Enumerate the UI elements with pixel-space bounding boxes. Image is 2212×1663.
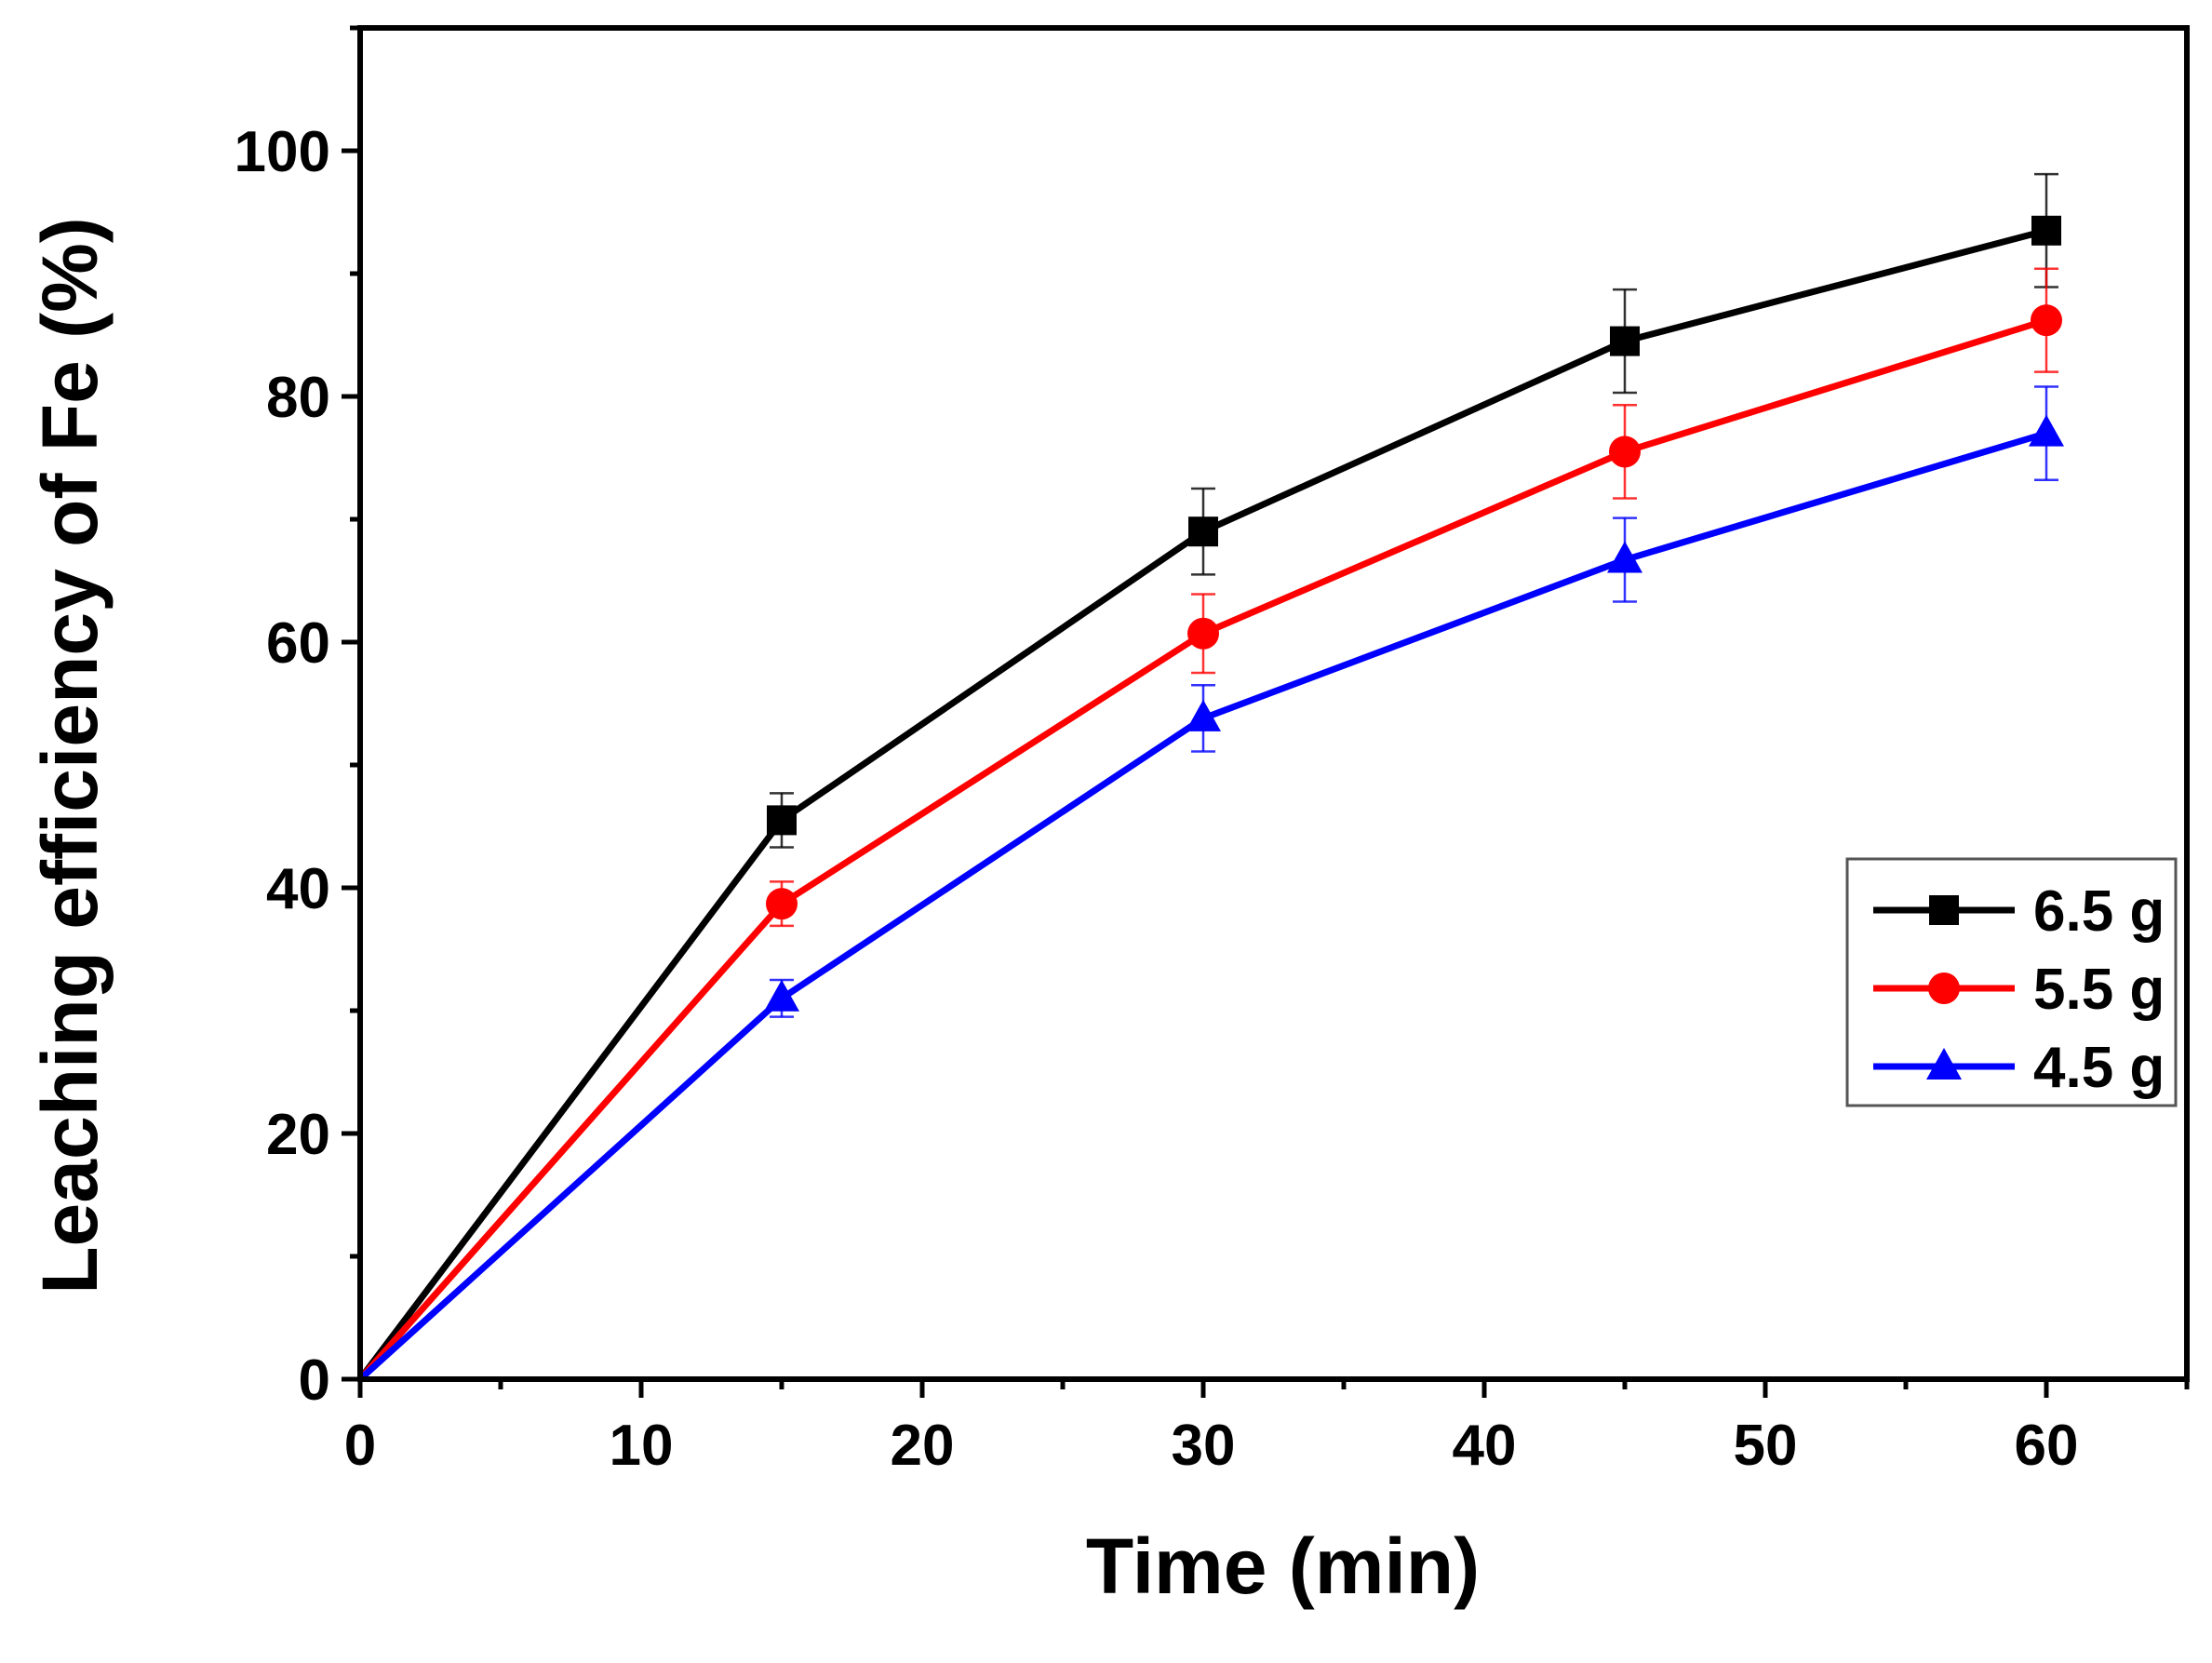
legend-marker <box>1926 1048 1962 1080</box>
data-point <box>2031 304 2062 337</box>
series-line-0 <box>357 227 2047 1382</box>
x-tick-label: 20 <box>891 1414 955 1478</box>
x-tick-label: 10 <box>610 1414 674 1478</box>
legend-label: 4.5 g <box>2033 1036 2165 1100</box>
data-point <box>2031 215 2061 246</box>
legend-marker <box>1928 972 1960 1004</box>
series-line-1 <box>357 316 2048 1382</box>
x-tick-label: 0 <box>344 1414 376 1478</box>
legend: 6.5 g 5.5 g 4.5 g <box>1845 857 2178 1107</box>
legend-marker <box>1929 895 1959 925</box>
data-point <box>1188 516 1218 547</box>
data-point <box>1610 326 1640 356</box>
data-point <box>766 888 798 920</box>
x-axis-label: Time (min) <box>1086 1522 1480 1610</box>
data-point <box>764 979 799 1012</box>
x-tick-label: 60 <box>2015 1414 2079 1478</box>
axis-ticks <box>342 25 2190 1398</box>
data-point <box>1187 617 1219 650</box>
data-point <box>1186 699 1221 731</box>
legend-items: 6.5 g 5.5 g 4.5 g <box>1873 879 2165 1100</box>
y-tick-label: 80 <box>266 366 330 430</box>
x-tick-label: 50 <box>1734 1414 1798 1478</box>
y-axis-label: Leaching efficiency of Fe (%) <box>26 217 114 1294</box>
data-point <box>1609 436 1641 468</box>
y-tick-label: 40 <box>266 857 330 921</box>
legend-label: 6.5 g <box>2033 879 2165 944</box>
y-tick-label: 60 <box>266 611 330 676</box>
y-tick-label: 0 <box>299 1348 330 1413</box>
y-tick-label: 100 <box>235 120 330 184</box>
data-point <box>767 805 797 836</box>
series-markers <box>764 215 2064 1012</box>
series-lines <box>357 227 2048 1382</box>
x-tick-label: 30 <box>1172 1414 1236 1478</box>
data-point <box>2029 414 2064 447</box>
data-point <box>1607 541 1642 573</box>
legend-label: 5.5 g <box>2033 958 2165 1022</box>
tick-labels: 0 10 20 30 40 50 60 0 20 40 60 80 100 <box>235 120 2079 1478</box>
plot-frame <box>357 25 2190 1382</box>
y-tick-label: 20 <box>266 1103 330 1167</box>
x-tick-label: 40 <box>1453 1414 1517 1478</box>
